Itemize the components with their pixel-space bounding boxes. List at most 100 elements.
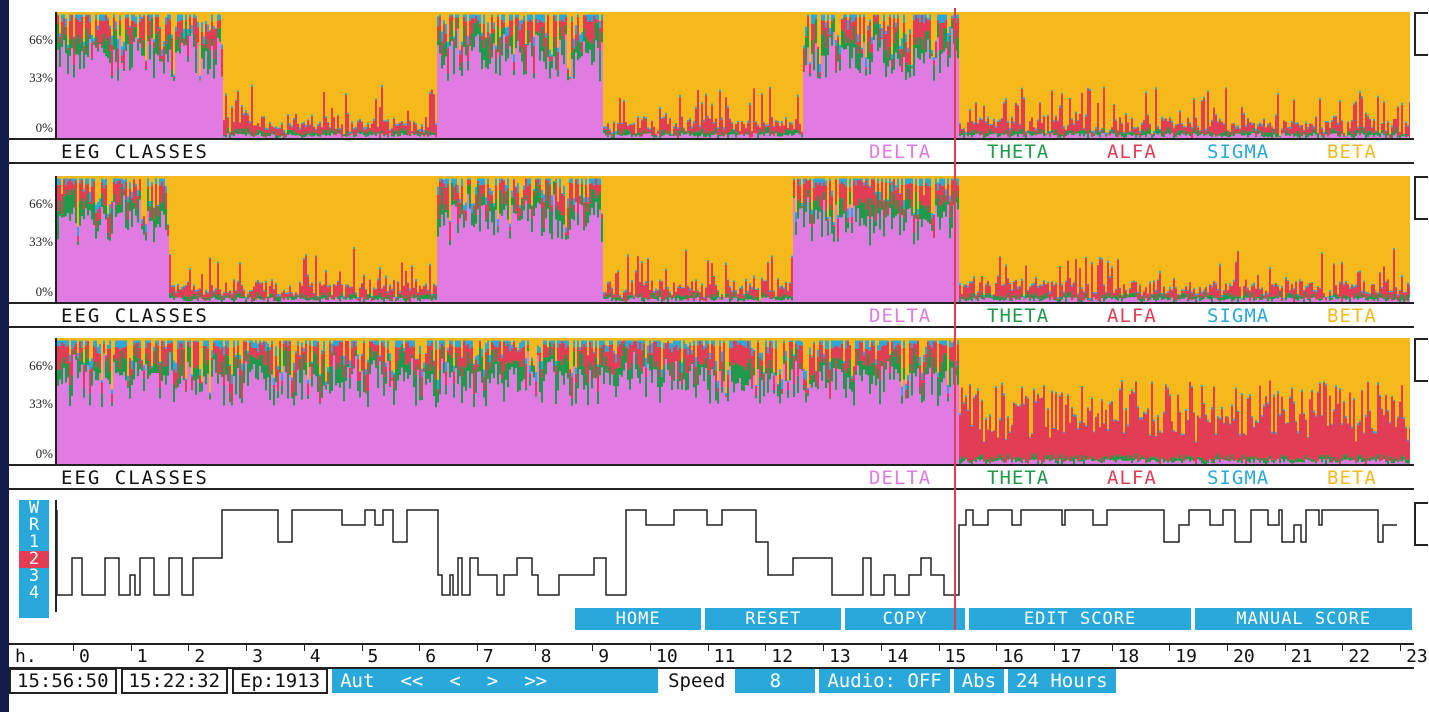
eeg-bar-segment [1387, 135, 1389, 138]
eeg-bar-segment [1253, 301, 1255, 302]
eeg-bar-segment [521, 53, 523, 62]
eeg-bar-segment [323, 134, 325, 138]
eeg-bar-segment [929, 58, 931, 138]
eeg-bar-segment [1301, 298, 1303, 302]
eeg-bar-segment [601, 218, 603, 242]
eeg-bar-segment [1403, 133, 1405, 135]
eeg-bar-segment [727, 293, 729, 298]
eeg-bar-segment [525, 45, 527, 71]
eeg-bar-segment [411, 131, 413, 132]
eeg-bar-segment [137, 50, 139, 138]
eeg-bar-segment [1259, 132, 1261, 138]
panel-caption: EEG CLASSES DELTA THETA ALFA SIGMA BETA [9, 138, 1414, 164]
eeg-bar-segment [1117, 300, 1119, 302]
eeg-bar-segment [1397, 106, 1399, 108]
eeg-bar-segment [151, 220, 153, 302]
eeg-bar-segment [161, 178, 163, 182]
eeg-bar-segment [437, 40, 439, 46]
eeg-bar-segment [1309, 283, 1311, 299]
eeg-bar-segment [1355, 293, 1357, 299]
eeg-bar-segment [1079, 267, 1081, 297]
eeg-bar-segment [129, 25, 131, 28]
eeg-bar-segment [867, 58, 869, 138]
eeg-bar-segment [261, 131, 263, 137]
eeg-bar-segment [745, 278, 747, 282]
eeg-bar-segment [105, 56, 107, 138]
eeg-bar-segment [827, 20, 829, 37]
eeg-bar-segment [737, 293, 739, 295]
eeg-bar-segment [853, 47, 855, 138]
eeg-bar-segment [321, 126, 323, 128]
eeg-bar-segment [205, 292, 207, 298]
eeg-bar-segment [187, 281, 189, 283]
eeg-bar-segment [81, 37, 83, 52]
eeg-bar-segment [1187, 289, 1189, 291]
eeg-bar-segment [1223, 294, 1225, 301]
eeg-bar-segment [185, 45, 187, 138]
eeg-bar-segment [385, 121, 387, 134]
eeg-bar-segment [331, 295, 333, 298]
eeg-bar-segment [627, 254, 629, 257]
eeg-bar-segment [69, 220, 71, 302]
eeg-bar-segment [253, 135, 255, 137]
eeg-bar-segment [619, 296, 621, 298]
eeg-bar-segment [289, 129, 291, 134]
eeg-bar-segment [949, 34, 951, 36]
eeg-bar-segment [971, 281, 973, 284]
eeg-bar-segment [275, 300, 277, 302]
eeg-bar-segment [1151, 297, 1153, 302]
eeg-bar-segment [1101, 259, 1103, 295]
eeg-bar-segment [513, 75, 515, 138]
eeg-bar-segment [153, 41, 155, 48]
eeg-bar-segment [483, 59, 485, 138]
eeg-bar-segment [215, 299, 217, 302]
eeg-bar-segment [653, 137, 655, 138]
eeg-bar-segment [165, 44, 167, 54]
eeg-bar-segment [1039, 134, 1041, 138]
eeg-bar-segment [103, 14, 105, 22]
eeg-bar-segment [221, 294, 223, 296]
eeg-bar-segment [91, 178, 93, 187]
eeg-bar-segment [1019, 285, 1021, 287]
eeg-bar-segment [571, 58, 573, 138]
eeg-bar-segment [1177, 299, 1179, 302]
eeg-bar-segment [825, 77, 827, 138]
eeg-bar-segment [425, 116, 427, 131]
eeg-bar-segment [1179, 294, 1181, 298]
eeg-bar-segment [719, 299, 721, 302]
eeg-bar-segment [1363, 280, 1365, 282]
eeg-bar-segment [763, 121, 765, 123]
eeg-bar-segment [133, 208, 135, 302]
eeg-bar-segment [809, 179, 811, 203]
eeg-bar-segment [811, 241, 813, 302]
eeg-bar-segment [743, 298, 745, 302]
eeg-bar-segment [815, 181, 817, 201]
eeg-bar-segment [693, 121, 695, 124]
eeg-bar-segment [791, 257, 793, 297]
eeg-bar-segment [767, 124, 769, 126]
eeg-bar-segment [243, 128, 245, 135]
eeg-bar-segment [477, 181, 479, 184]
eeg-bar-segment [1357, 295, 1359, 300]
eeg-bar-segment [991, 124, 993, 125]
eeg-bar-segment [1335, 131, 1337, 134]
eeg-bar-segment [979, 134, 981, 136]
eeg-bar-segment [1075, 133, 1077, 138]
eeg-bar-segment [579, 42, 581, 59]
eeg-bar-segment [1215, 282, 1217, 286]
eeg-bar-segment [439, 53, 441, 138]
eeg-bar-segment [339, 295, 341, 302]
eeg-bar-segment [483, 48, 485, 60]
eeg-bar-segment [261, 299, 263, 302]
eeg-bar-segment [1081, 300, 1083, 302]
eeg-bar-segment [505, 27, 507, 37]
eeg-bar-segment [561, 14, 563, 20]
eeg-bar-segment [159, 61, 161, 138]
eeg-bar-segment [303, 259, 305, 299]
eeg-bar-segment [157, 31, 159, 56]
eeg-bar-segment [113, 178, 115, 182]
eeg-bar-segment [655, 290, 657, 298]
eeg-bar-segment [977, 300, 979, 302]
eeg-bar-segment [1107, 133, 1109, 135]
eeg-bar-segment [273, 134, 275, 138]
